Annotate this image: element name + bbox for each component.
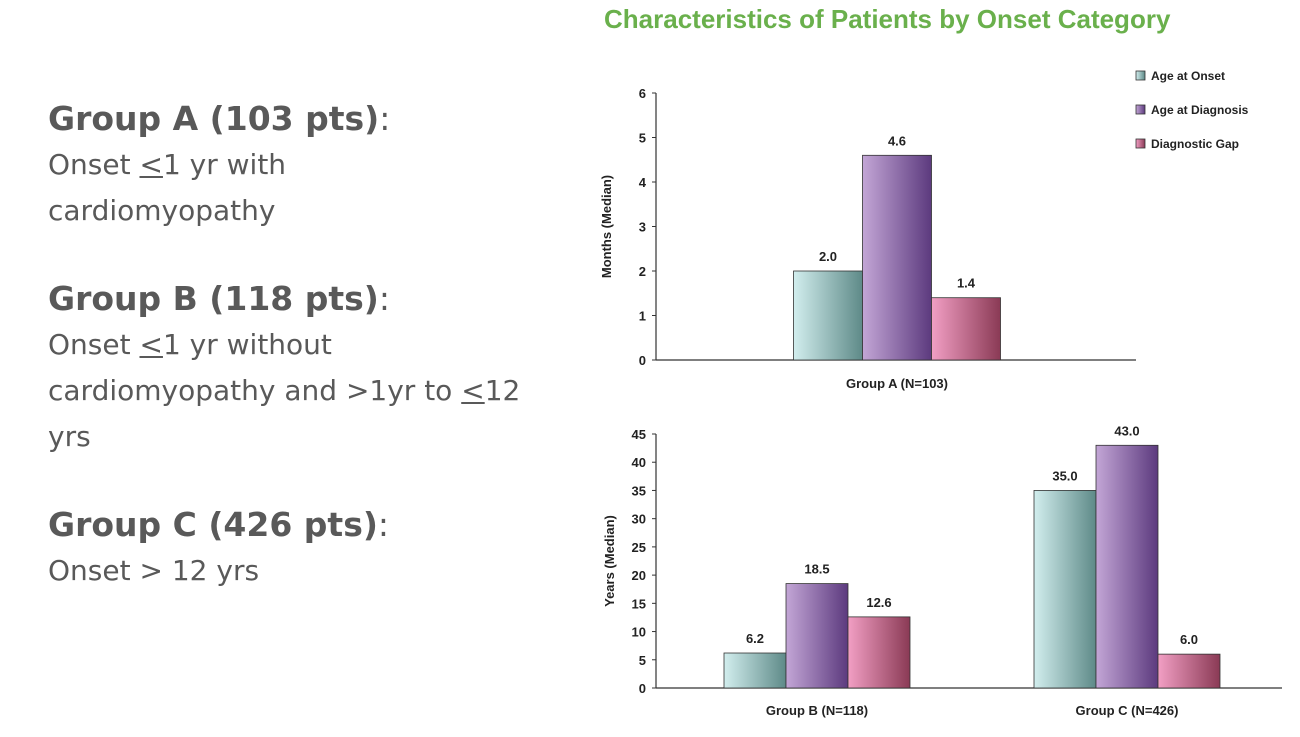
data-label: 35.0 xyxy=(1052,468,1077,483)
x-category-label: Group C (N=426) xyxy=(1076,703,1179,718)
legend: Age at Onset Age at Diagnosis Diagnostic G… xyxy=(1135,69,1249,151)
group-a-heading-text: Group A (103 pts) xyxy=(48,99,380,138)
y-tick-label: 3 xyxy=(639,220,646,235)
y-tick-label: 35 xyxy=(632,483,646,498)
bar-age-at-onset-group-c-n-426 xyxy=(1033,490,1097,689)
group-a-description: Onset <1 yr with cardiomyopathy xyxy=(48,148,287,227)
group-c-description: Onset > 12 yrs xyxy=(48,554,260,587)
bar-age-at-onset-group-a-n-103 xyxy=(793,270,863,361)
bar-age-at-diagnosis-group-c-n-426 xyxy=(1095,444,1159,689)
group-c-heading: Group C (426 pts): xyxy=(48,502,568,548)
x-category-label: Group B (N=118) xyxy=(766,703,868,718)
legend-label-diagnostic-gap: Diagnostic Gap xyxy=(1151,137,1239,151)
group-b-colon: : xyxy=(378,279,390,318)
legend-label-age-at-onset: Age at Onset xyxy=(1151,69,1225,83)
group-c-block: Group C (426 pts): Onset > 12 yrs xyxy=(48,502,568,594)
chart-title: Characteristics of Patients by Onset Cat… xyxy=(604,4,1171,34)
y-tick-label: 45 xyxy=(632,427,646,442)
legend-label-age-at-diagnosis: Age at Diagnosis xyxy=(1151,103,1249,117)
y-tick-label: 30 xyxy=(632,512,646,527)
y-tick-label: 2 xyxy=(639,264,646,279)
y-tick-label: 25 xyxy=(632,540,646,555)
y-tick-label: 20 xyxy=(632,568,646,583)
y-tick-label: 1 xyxy=(639,309,646,324)
y-tick-label: 40 xyxy=(632,455,646,470)
group-c-heading-text: Group C (426 pts) xyxy=(48,505,378,544)
group-b-heading: Group B (118 pts): xyxy=(48,276,568,322)
data-label: 43.0 xyxy=(1114,423,1139,438)
group-b-block: Group B (118 pts): Onset <1 yr without c… xyxy=(48,276,568,460)
bar-diagnostic-gap-group-c-n-426 xyxy=(1157,653,1221,689)
data-label: 2.0 xyxy=(819,249,837,264)
legend-swatch-age-at-diagnosis xyxy=(1135,104,1146,115)
group-descriptions: Group A (103 pts): Onset <1 yr with card… xyxy=(48,96,568,636)
bar-diagnostic-gap-group-a-n-103 xyxy=(931,297,1001,361)
data-label: 6.2 xyxy=(746,631,764,646)
data-label: 12.6 xyxy=(866,595,891,610)
y-tick-label: 6 xyxy=(639,86,646,101)
chart-1: 0 1 2 3 4 5 6 Months (Median) 2.0 4.6 1.4 Group A (… xyxy=(599,69,1249,391)
y-tick-label: 0 xyxy=(639,353,646,368)
data-label: 1.4 xyxy=(957,276,976,291)
bar-diagnostic-gap-group-b-n-118 xyxy=(847,616,911,689)
bar-age-at-diagnosis-group-a-n-103 xyxy=(862,154,932,361)
data-label: 6.0 xyxy=(1180,632,1198,647)
y-tick-label: 15 xyxy=(632,596,646,611)
bar-age-at-onset-group-b-n-118 xyxy=(723,652,787,689)
chart-2: 0 5 10 15 20 25 30 35 40 45 Years (Median) 6.2 18.5 1… xyxy=(602,423,1282,718)
bar-age-at-diagnosis-group-b-n-118 xyxy=(785,583,849,689)
y-tick-label: 5 xyxy=(639,653,646,668)
group-a-colon: : xyxy=(379,99,391,138)
y-tick-label: 4 xyxy=(639,175,647,190)
group-a-heading: Group A (103 pts): xyxy=(48,96,568,142)
data-label: 18.5 xyxy=(804,562,829,577)
group-c-colon: : xyxy=(377,505,390,544)
data-label: 4.6 xyxy=(888,133,906,148)
group-b-heading-text: Group B (118 pts) xyxy=(48,279,379,318)
x-category-label: Group A (N=103) xyxy=(846,376,948,391)
group-b-description: Onset <1 yr without cardiomyopathy and >… xyxy=(48,328,521,453)
legend-swatch-age-at-onset xyxy=(1135,70,1146,81)
group-a-block: Group A (103 pts): Onset <1 yr with card… xyxy=(48,96,568,234)
y-axis-label: Years (Median) xyxy=(602,515,617,607)
y-tick-label: 5 xyxy=(639,131,646,146)
y-tick-label: 10 xyxy=(632,625,646,640)
y-tick-label: 0 xyxy=(639,681,646,696)
legend-swatch-diagnostic-gap xyxy=(1135,138,1146,149)
y-axis-label: Months (Median) xyxy=(599,175,614,278)
